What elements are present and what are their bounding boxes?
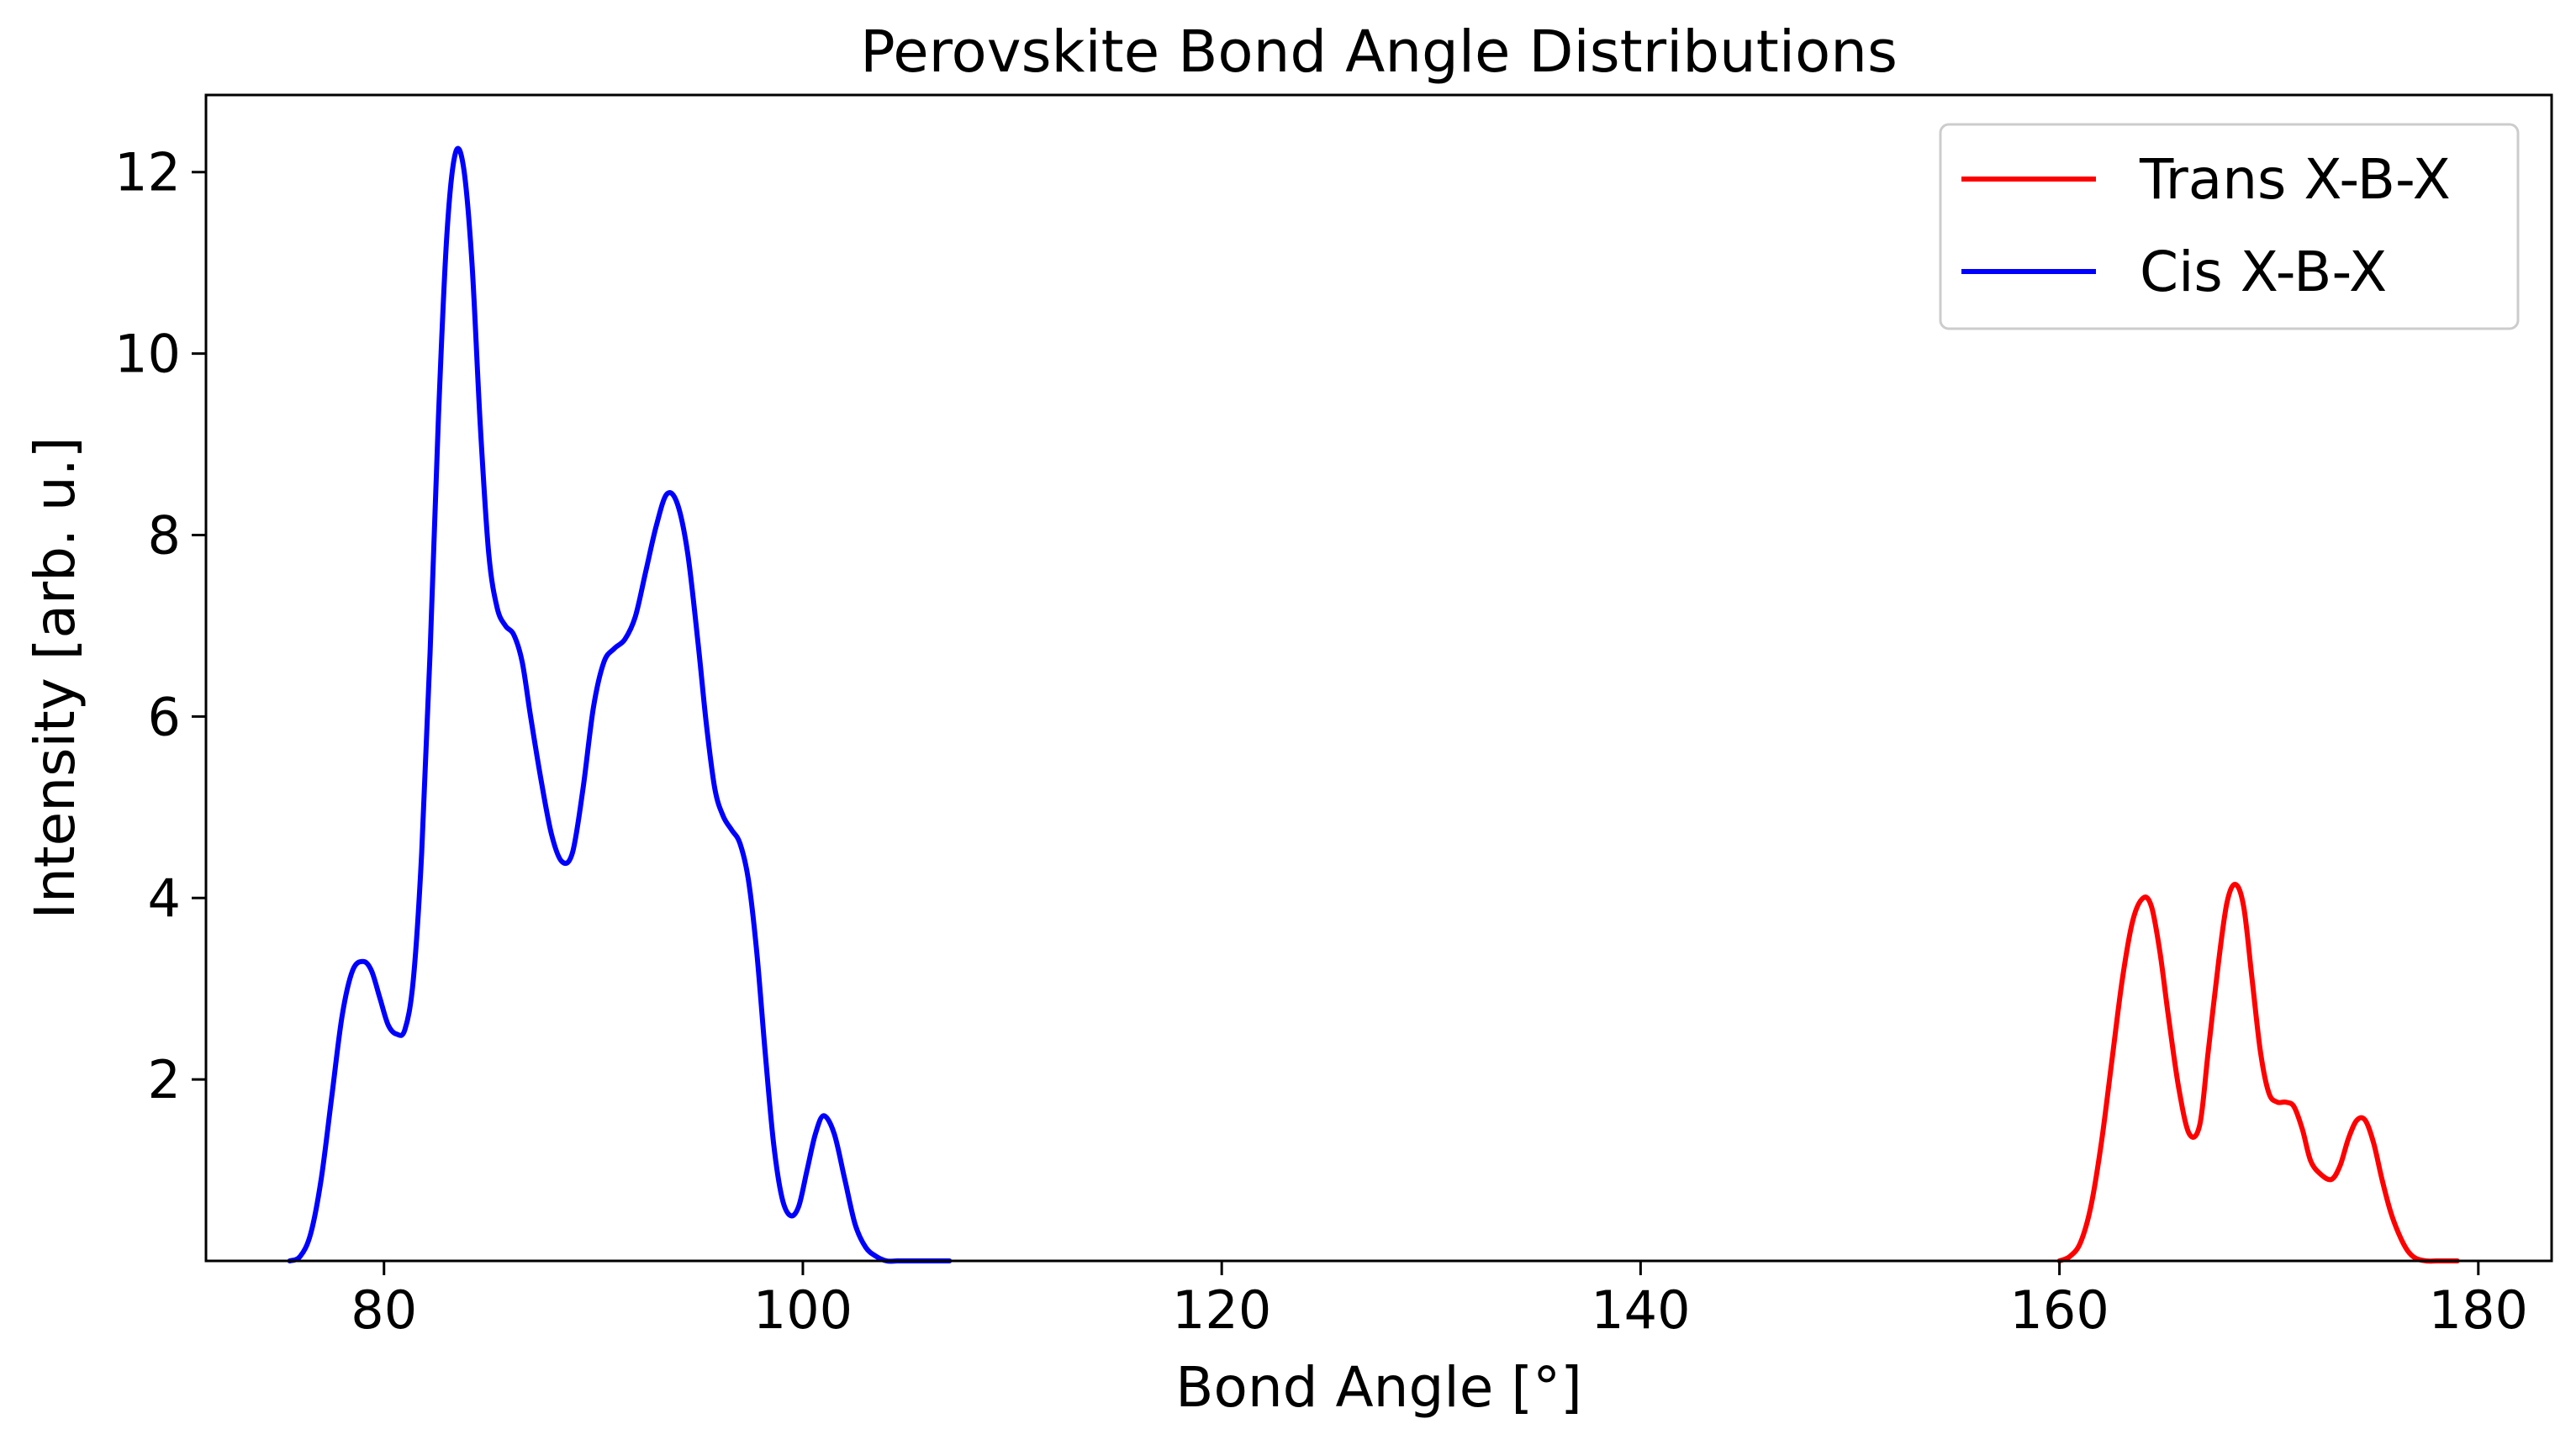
legend-label-1: Cis X-B-X [2140,240,2387,304]
x-axis: 80 100 120 140 160 180 [351,1261,2528,1341]
y-tick-label: 4 [148,868,181,929]
legend-label-0: Trans X-B-X [2139,147,2451,212]
x-tick-label: 160 [2009,1279,2109,1341]
y-tick-label: 2 [148,1049,181,1110]
y-axis: 2 4 6 8 10 12 [114,142,206,1110]
x-tick-label: 100 [753,1279,853,1341]
legend-box [1939,123,2520,330]
plot-frame [204,93,2553,1263]
y-tick-label: 10 [114,324,181,385]
y-tick-label: 12 [114,142,181,203]
legend: Trans X-B-X Cis X-B-X [1939,123,2520,330]
x-tick-label: 120 [1172,1279,1271,1341]
x-tick-label: 180 [2429,1279,2528,1341]
series-line-1 [287,145,953,1264]
series-layer [287,145,2460,1264]
y-tick-label: 6 [148,686,181,747]
y-tick-label: 8 [148,504,181,566]
series-line-0 [2056,882,2460,1264]
x-tick-label: 140 [1591,1279,1690,1341]
x-tick-label: 80 [351,1279,417,1341]
x-axis-title: Bond Angle [°] [1175,1355,1582,1420]
chart-title: Perovskite Bond Angle Distributions [860,18,1898,86]
y-axis-title: Intensity [arb. u.] [23,437,87,920]
